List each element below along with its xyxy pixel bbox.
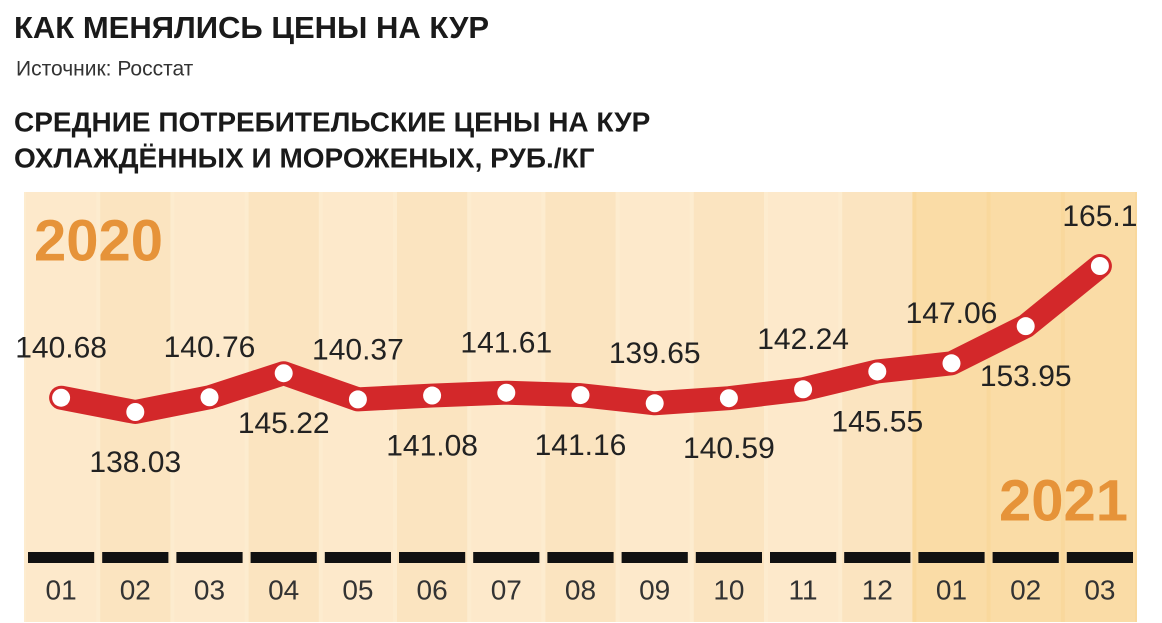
value-label: 141.08 — [386, 429, 478, 462]
value-label: 153.95 — [980, 360, 1072, 393]
point — [571, 386, 590, 405]
month-bar — [621, 552, 688, 563]
month-bar — [1066, 552, 1133, 563]
month-bar — [473, 552, 540, 563]
value-label: 142.24 — [757, 323, 849, 356]
x-tick-label: 12 — [862, 574, 893, 605]
subtitle: ОХЛАЖДЁННЫХ И МОРОЖЕНЫХ, РУБ./КГ — [14, 142, 595, 173]
month-bar — [695, 552, 762, 563]
point — [126, 403, 145, 421]
value-label: 145.22 — [238, 407, 330, 440]
x-tick-label: 10 — [713, 574, 744, 605]
x-tick-label: 08 — [565, 574, 596, 605]
x-tick-label: 02 — [1010, 574, 1041, 605]
point — [423, 386, 442, 405]
value-label: 140.68 — [15, 332, 107, 365]
source: Источник: Росстат — [16, 58, 194, 81]
column — [842, 192, 913, 622]
month-bar — [918, 552, 985, 563]
x-tick-label: 09 — [639, 574, 670, 605]
month-bar — [102, 552, 169, 563]
point — [794, 380, 813, 399]
month-bar — [992, 552, 1059, 563]
year-label: 2021 — [999, 468, 1128, 533]
point — [942, 354, 961, 373]
x-tick-label: 03 — [1084, 574, 1115, 605]
point — [1090, 257, 1109, 275]
month-bar — [547, 552, 614, 563]
month-bar — [176, 552, 243, 563]
month-bar — [770, 552, 837, 563]
point — [1016, 317, 1035, 336]
x-tick-label: 04 — [268, 574, 299, 605]
x-tick-label: 01 — [936, 574, 967, 605]
x-tick-label: 07 — [491, 574, 522, 605]
subtitle: СРЕДНИЕ ПОТРЕБИТЕЛЬСКИЕ ЦЕНЫ НА КУР — [14, 106, 650, 137]
month-bar — [399, 552, 466, 563]
year-label: 2020 — [34, 208, 163, 273]
point — [348, 390, 367, 409]
month-bar — [324, 552, 391, 563]
x-tick-label: 01 — [46, 574, 77, 605]
x-tick-label: 03 — [194, 574, 225, 605]
month-bar — [28, 552, 95, 563]
point — [645, 394, 664, 413]
x-tick-label: 02 — [120, 574, 151, 605]
value-label: 138.03 — [89, 446, 181, 479]
value-label: 141.16 — [535, 429, 627, 462]
value-label: 141.61 — [460, 327, 552, 360]
point — [719, 389, 738, 408]
point — [868, 362, 887, 381]
point — [274, 364, 293, 383]
value-label: 139.65 — [609, 337, 701, 370]
x-tick-label: 05 — [342, 574, 373, 605]
column — [916, 192, 987, 622]
month-bar — [250, 552, 317, 563]
value-label: 147.06 — [906, 297, 998, 330]
column — [248, 192, 319, 622]
value-label: 140.76 — [164, 331, 256, 364]
x-tick-label: 11 — [789, 574, 818, 605]
value-label: 140.37 — [312, 333, 404, 366]
value-label: 140.59 — [683, 432, 775, 465]
value-label: 165.1 — [1062, 200, 1137, 233]
value-label: 145.55 — [831, 405, 923, 438]
x-tick-label: 06 — [417, 574, 448, 605]
column — [471, 192, 542, 622]
point — [497, 383, 516, 402]
column — [768, 192, 839, 622]
point — [52, 388, 71, 407]
column — [990, 192, 1061, 622]
chart-title: КАК МЕНЯЛИСЬ ЦЕНЫ НА КУР — [14, 10, 489, 45]
month-bar — [844, 552, 911, 563]
point — [200, 388, 219, 407]
